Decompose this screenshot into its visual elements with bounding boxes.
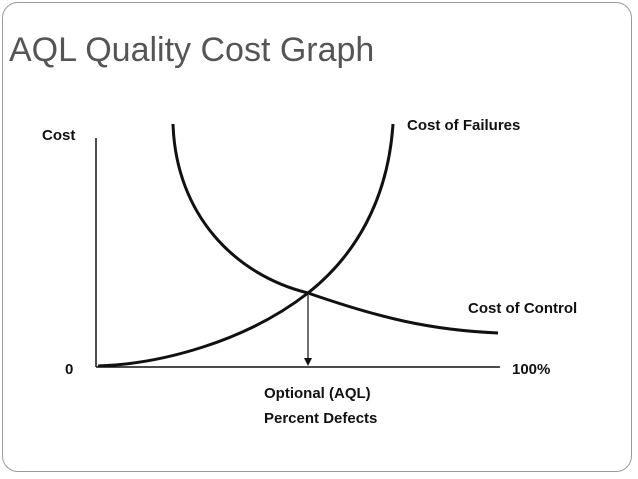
cost-of-control-label: Cost of Control	[468, 300, 578, 317]
cost-of-failures-label: Cost of Failures	[407, 117, 521, 134]
x-axis-end-label: 100%	[512, 361, 551, 378]
x-axis-start-label: 0	[65, 361, 74, 378]
slide-title: AQL Quality Cost Graph	[9, 31, 375, 69]
aql-marker-label-line1: Optional (AQL)	[264, 385, 371, 402]
aql-marker-label-line2: Percent Defects	[264, 410, 378, 427]
cost-of-control-curve	[171, 123, 499, 335]
cost-of-failures-curve	[97, 123, 395, 368]
slide-frame	[2, 2, 632, 472]
y-axis-label: Cost	[42, 127, 76, 144]
aql-marker-arrowhead	[304, 358, 312, 366]
